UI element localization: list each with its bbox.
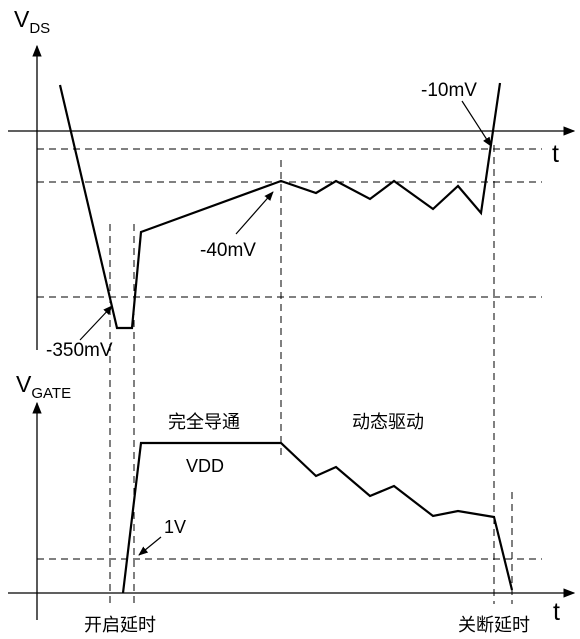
label-neg40mv: -40mV <box>200 240 256 261</box>
label-turn-on-delay: 开启延时 <box>84 615 156 635</box>
vds-waveform <box>58 82 502 330</box>
vgate-y-label: VGATE <box>16 371 71 402</box>
vds-y-label: VDS <box>14 6 50 37</box>
label-full-on: 完全导通 <box>168 412 240 432</box>
label-vdd: VDD <box>186 456 224 476</box>
vgate-plot: VGATE t 完全导通 动态驱动 VDD 1V 开启延时 关断延时 <box>8 371 576 635</box>
vds-y-label-main: V <box>14 6 30 32</box>
label-neg10mv: -10mV <box>421 80 477 101</box>
vds-y-label-sub: DS <box>29 20 50 37</box>
label-1v: 1V <box>164 517 186 537</box>
label-turn-off-delay: 关断延时 <box>458 615 530 635</box>
ptr-1v <box>138 536 162 556</box>
vgate-y-label-main: V <box>16 371 32 397</box>
vgate-waveform <box>121 441 514 594</box>
label-dynamic-drive: 动态驱动 <box>352 412 424 432</box>
ptr-neg10mv <box>461 100 492 147</box>
vds-plot: VDS t -10mV -40mV -350mV <box>8 6 576 361</box>
label-neg350mv: -350mV <box>46 340 113 361</box>
ptr-neg350mv <box>79 305 113 341</box>
vds-x-label: t <box>552 140 559 168</box>
timing-markers <box>109 145 513 604</box>
vgate-y-label-sub: GATE <box>31 385 71 402</box>
vgate-x-label: t <box>553 598 560 626</box>
ptr-neg40mv <box>235 191 274 235</box>
